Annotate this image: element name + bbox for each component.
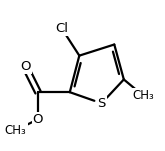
Text: CH₃: CH₃ xyxy=(132,89,154,102)
Text: O: O xyxy=(20,60,31,73)
Text: Cl: Cl xyxy=(55,22,68,35)
Text: O: O xyxy=(33,113,43,126)
Text: CH₃: CH₃ xyxy=(5,124,27,137)
Text: S: S xyxy=(97,97,106,110)
